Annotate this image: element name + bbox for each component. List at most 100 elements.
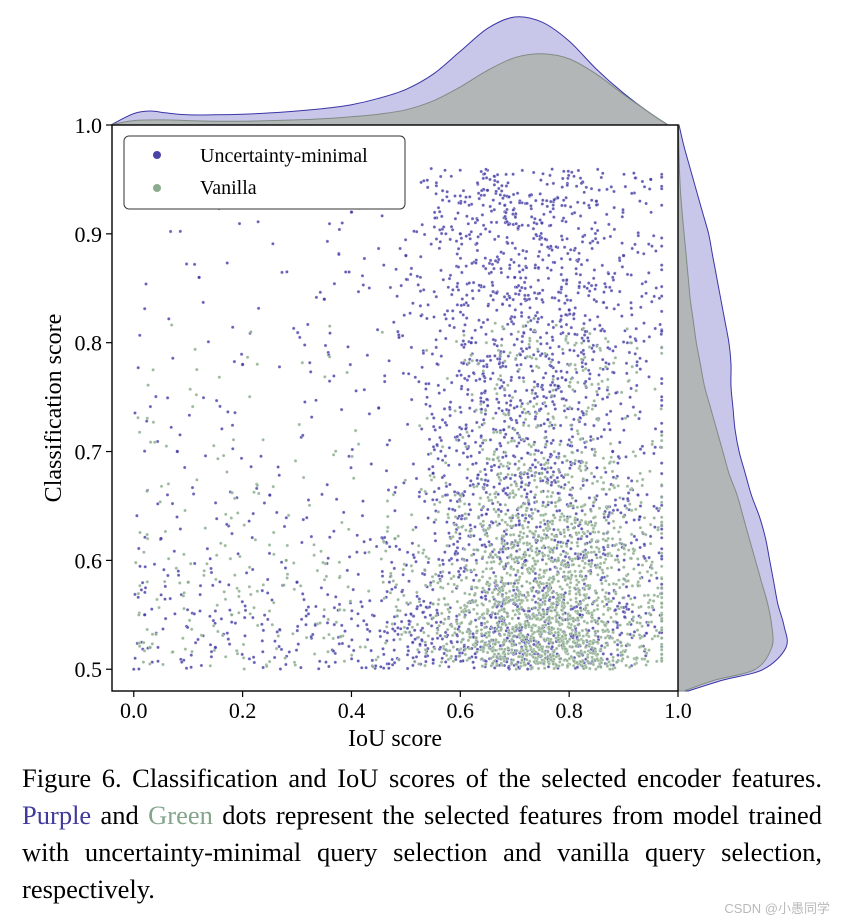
scatter-point-vanilla (644, 663, 648, 667)
scatter-point-vanilla (497, 475, 501, 479)
scatter-point-uncertainty-minimal (568, 205, 573, 209)
scatter-point-uncertainty-minimal (615, 625, 620, 630)
scatter-point-vanilla (506, 595, 511, 600)
scatter-point-vanilla (659, 407, 663, 411)
scatter-point-uncertainty-minimal (403, 238, 408, 242)
scatter-point-vanilla (447, 610, 452, 614)
scatter-point-uncertainty-minimal (529, 507, 534, 512)
scatter-point-vanilla (593, 633, 598, 638)
scatter-point-vanilla (625, 632, 630, 636)
scatter-point-uncertainty-minimal (420, 222, 424, 227)
scatter-point-vanilla (446, 512, 450, 517)
scatter-point-vanilla (480, 664, 485, 668)
scatter-point-vanilla (659, 628, 664, 632)
scatter-point-vanilla (138, 530, 142, 535)
scatter-point-vanilla (582, 587, 587, 592)
scatter-point-uncertainty-minimal (659, 294, 664, 298)
scatter-point-vanilla (584, 606, 588, 610)
scatter-point-vanilla (625, 327, 629, 331)
scatter-point-vanilla (577, 654, 581, 658)
scatter-point-vanilla (548, 550, 552, 554)
scatter-point-uncertainty-minimal (474, 258, 478, 262)
scatter-point-uncertainty-minimal (540, 221, 544, 225)
scatter-point-vanilla (496, 500, 500, 504)
scatter-point-vanilla (623, 416, 628, 420)
scatter-point-vanilla (488, 576, 492, 580)
scatter-point-vanilla (568, 515, 572, 519)
scatter-point-uncertainty-minimal (469, 454, 473, 458)
scatter-point-vanilla (438, 585, 443, 589)
scatter-point-vanilla (496, 377, 501, 381)
scatter-point-vanilla (616, 557, 620, 562)
scatter-point-uncertainty-minimal (401, 572, 405, 577)
scatter-point-vanilla (463, 647, 468, 651)
scatter-point-uncertainty-minimal (486, 507, 490, 512)
scatter-point-vanilla (587, 642, 592, 646)
scatter-point-uncertainty-minimal (581, 348, 586, 353)
scatter-point-vanilla (545, 481, 550, 485)
scatter-point-uncertainty-minimal (191, 492, 196, 496)
scatter-point-vanilla (572, 659, 576, 664)
scatter-point-vanilla (521, 562, 525, 566)
scatter-point-vanilla (220, 633, 225, 638)
scatter-point-vanilla (529, 567, 533, 571)
scatter-point-vanilla (527, 541, 532, 546)
scatter-point-uncertainty-minimal (418, 289, 423, 293)
scatter-point-vanilla (453, 626, 457, 631)
scatter-point-uncertainty-minimal (597, 616, 601, 621)
scatter-point-uncertainty-minimal (503, 393, 507, 398)
scatter-point-vanilla (578, 659, 583, 664)
scatter-point-uncertainty-minimal (448, 498, 453, 503)
scatter-point-uncertainty-minimal (580, 336, 584, 340)
y-tick-label: 0.9 (75, 222, 103, 247)
scatter-point-vanilla (604, 579, 608, 583)
scatter-point-uncertainty-minimal (515, 363, 519, 367)
scatter-point-uncertainty-minimal (493, 354, 497, 358)
scatter-point-vanilla (519, 472, 523, 477)
scatter-point-uncertainty-minimal (592, 475, 597, 479)
scatter-point-vanilla (601, 480, 606, 485)
scatter-point-vanilla (579, 608, 583, 613)
scatter-point-vanilla (551, 473, 555, 478)
scatter-point-vanilla (659, 438, 664, 443)
scatter-point-uncertainty-minimal (435, 498, 439, 502)
scatter-point-vanilla (519, 664, 523, 669)
scatter-point-uncertainty-minimal (505, 219, 509, 224)
scatter-point-vanilla (575, 616, 580, 620)
scatter-point-vanilla (458, 629, 462, 634)
scatter-point-uncertainty-minimal (461, 188, 466, 193)
scatter-point-vanilla (621, 596, 625, 600)
scatter-point-vanilla (223, 597, 228, 602)
scatter-point-vanilla (481, 555, 485, 559)
scatter-point-uncertainty-minimal (509, 257, 513, 262)
scatter-point-vanilla (548, 621, 553, 625)
scatter-point-vanilla (555, 573, 559, 577)
scatter-point-uncertainty-minimal (325, 239, 330, 244)
scatter-point-uncertainty-minimal (497, 257, 501, 262)
scatter-point-vanilla (566, 472, 570, 477)
scatter-point-uncertainty-minimal (189, 665, 193, 669)
scatter-point-vanilla (158, 500, 162, 504)
scatter-point-vanilla (496, 652, 501, 656)
scatter-point-vanilla (590, 523, 594, 527)
scatter-point-uncertainty-minimal (545, 204, 550, 209)
scatter-point-uncertainty-minimal (565, 237, 569, 241)
scatter-point-vanilla (534, 470, 538, 475)
legend-label-vanilla: Vanilla (200, 177, 257, 199)
scatter-point-vanilla (219, 541, 223, 546)
scatter-point-vanilla (458, 606, 463, 610)
scatter-point-uncertainty-minimal (545, 341, 549, 346)
scatter-point-vanilla (274, 646, 279, 651)
scatter-point-uncertainty-minimal (474, 461, 478, 465)
scatter-point-uncertainty-minimal (515, 191, 520, 195)
scatter-point-vanilla (578, 520, 582, 525)
scatter-point-vanilla (462, 333, 466, 337)
scatter-point-uncertainty-minimal (659, 503, 664, 508)
scatter-point-vanilla (556, 630, 561, 635)
scatter-point-uncertainty-minimal (539, 231, 543, 236)
scatter-point-vanilla (142, 550, 146, 554)
scatter-point-uncertainty-minimal (579, 181, 584, 186)
scatter-point-uncertainty-minimal (468, 523, 473, 527)
scatter-point-vanilla (493, 492, 497, 496)
scatter-point-uncertainty-minimal (485, 397, 489, 402)
